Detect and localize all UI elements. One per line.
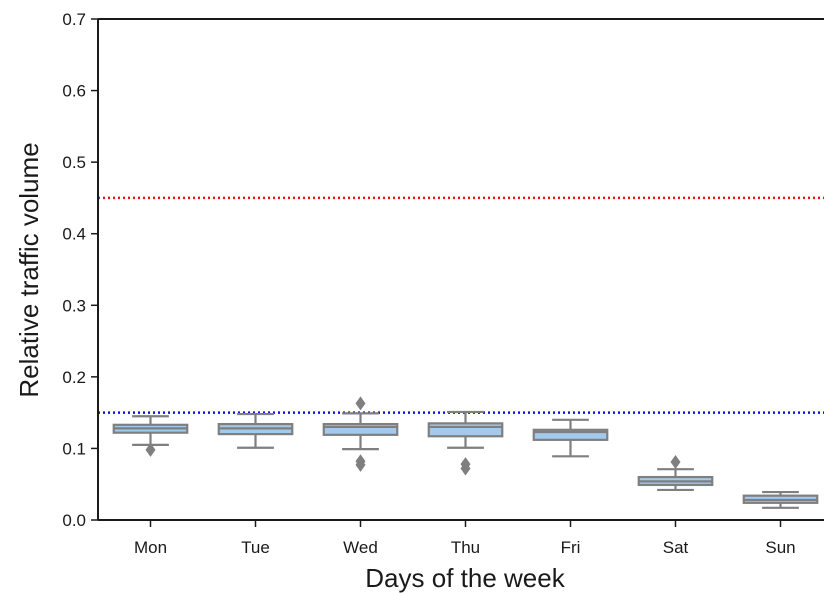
x-tick-label: Sun: [765, 538, 795, 557]
flier: [145, 442, 156, 457]
y-tick-label: 0.7: [62, 10, 86, 29]
y-tick-label: 0.2: [62, 368, 86, 387]
y-tick-label: 0.0: [62, 511, 86, 530]
x-tick-label: Sat: [663, 538, 689, 557]
box: [532, 428, 609, 441]
x-tick-label: Mon: [134, 538, 167, 557]
y-tick-label: 0.6: [62, 82, 86, 101]
box: [427, 422, 504, 438]
flier: [355, 396, 366, 411]
y-axis-label: Relative traffic volume: [14, 142, 44, 397]
x-tick-label: Tue: [241, 538, 270, 557]
box: [322, 422, 399, 436]
flier: [460, 461, 471, 476]
x-tick-label: Fri: [561, 538, 581, 557]
flier: [355, 457, 366, 472]
y-tick-label: 0.1: [62, 439, 86, 458]
y-tick-label: 0.4: [62, 225, 86, 244]
y-tick-label: 0.3: [62, 296, 86, 315]
x-tick-label: Wed: [343, 538, 378, 557]
x-tick-label: Thu: [451, 538, 480, 557]
x-axis-label: Days of the week: [365, 563, 565, 593]
y-tick-label: 0.5: [62, 153, 86, 172]
flier: [670, 455, 681, 470]
